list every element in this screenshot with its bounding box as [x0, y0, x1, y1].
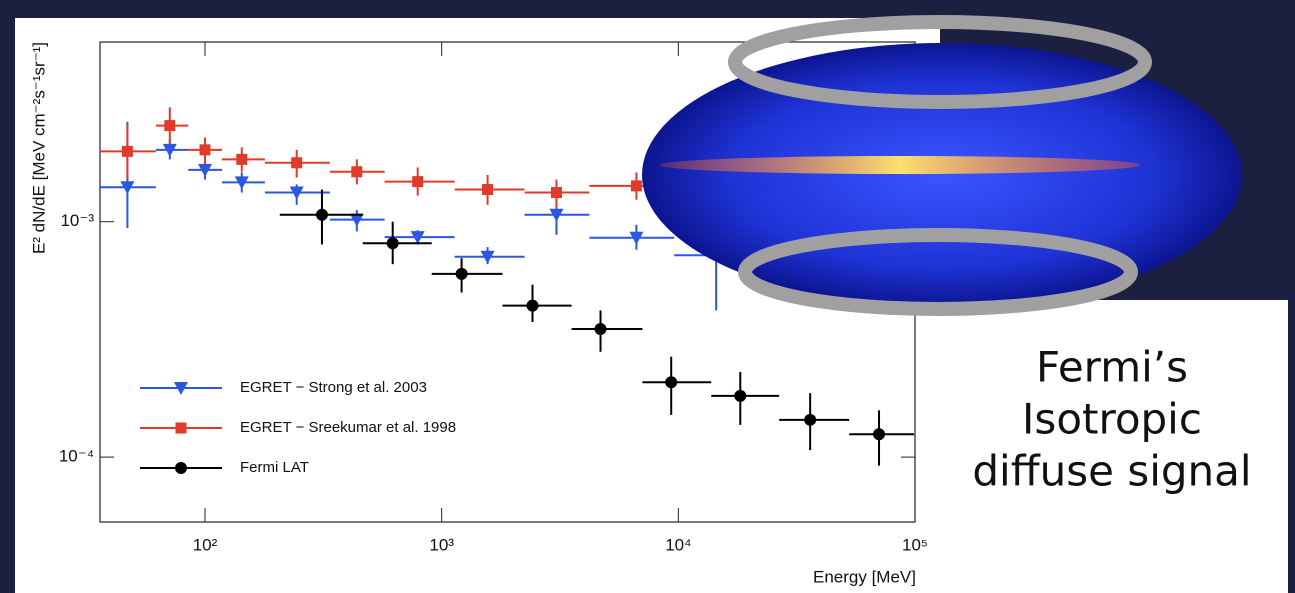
caption-line: diffuse signal [972, 447, 1251, 496]
y-tick-label: 10⁻³ [60, 211, 94, 230]
legend-marker [176, 423, 187, 434]
marker [236, 154, 247, 165]
x-tick-label: 10² [193, 535, 218, 554]
galactic-plane [660, 156, 1140, 174]
x-tick-label: 10³ [429, 535, 454, 554]
marker [387, 237, 399, 249]
sky-map [642, 22, 1242, 309]
marker [873, 428, 885, 440]
x-axis-label: Energy [MeV] [813, 567, 916, 586]
caption-line: Isotropic [1022, 395, 1202, 444]
marker [164, 120, 175, 131]
marker [351, 166, 362, 177]
slide: Energy [MeV] E² dN/dE [MeV cm⁻²s⁻¹sr⁻¹] … [0, 0, 1295, 593]
marker [631, 180, 642, 191]
legend-label: EGRET − Strong et al. 2003 [240, 379, 427, 396]
marker [804, 414, 816, 426]
marker [595, 323, 607, 335]
marker [527, 300, 539, 312]
marker [482, 184, 493, 195]
y-axis-label: E² dN/dE [MeV cm⁻²s⁻¹sr⁻¹] [29, 42, 48, 254]
x-tick-label: 10⁴ [665, 535, 691, 554]
caption-line: Fermi’s [1036, 343, 1188, 392]
marker [291, 157, 302, 168]
legend-label: Fermi LAT [240, 459, 309, 476]
sky-ellipse [642, 43, 1242, 307]
marker [665, 376, 677, 388]
y-tick-label: 10⁻⁴ [59, 447, 94, 466]
legend-label: EGRET − Sreekumar et al. 1998 [240, 419, 456, 436]
marker [412, 176, 423, 187]
marker [316, 209, 328, 221]
marker [200, 144, 211, 155]
x-tick-label: 10⁵ [902, 535, 928, 554]
marker [734, 390, 746, 402]
marker [122, 146, 133, 157]
marker [456, 268, 468, 280]
legend-marker [175, 462, 187, 474]
marker [551, 187, 562, 198]
